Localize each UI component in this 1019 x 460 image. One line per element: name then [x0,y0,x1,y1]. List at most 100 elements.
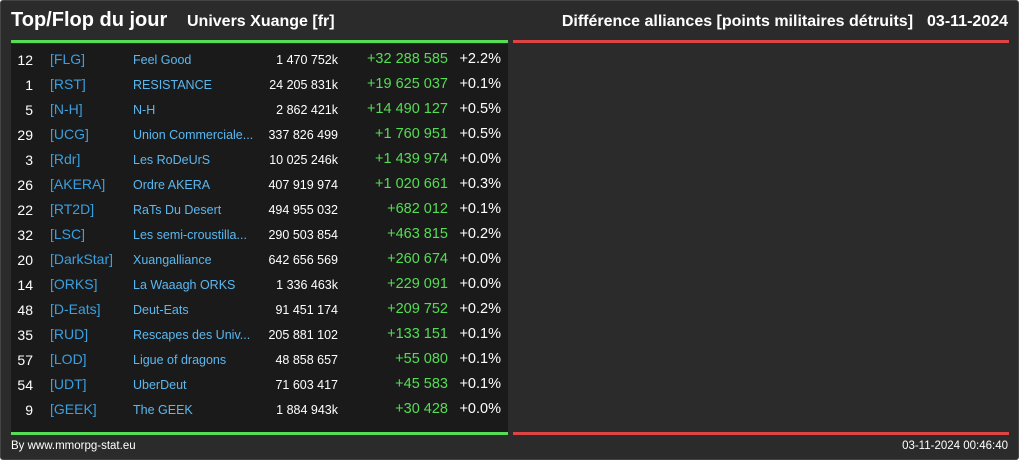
alliance-tag[interactable]: [Rdr] [50,151,81,167]
alliance-rank: 12 [17,52,33,68]
alliance-points: 71 603 417 [275,378,338,392]
alliance-rank: 35 [17,327,33,343]
points-difference: +682 012 [387,201,448,217]
points-difference: +55 080 [395,351,448,367]
source-link[interactable]: By www.mmorpg-stat.eu [11,440,136,452]
alliance-tag[interactable]: [DarkStar] [50,251,114,267]
percent-change: +0.1% [459,376,501,392]
alliance-points: 24 205 831k [269,78,338,92]
alliance-tag[interactable]: [GEEK] [50,401,97,417]
alliance-tag[interactable]: [AKERA] [50,176,106,192]
alliance-name[interactable]: Xuangalliance [133,253,212,267]
alliance-name[interactable]: Deut-Eats [133,303,189,317]
alliance-name[interactable]: N-H [133,103,156,117]
alliance-name[interactable]: RESISTANCE [133,78,212,92]
percent-change: +0.1% [459,201,501,217]
alliance-points: 290 503 854 [268,228,338,242]
points-difference: +30 428 [395,401,448,417]
alliance-name[interactable]: Ordre AKERA [133,178,211,192]
alliance-rank: 26 [17,177,33,193]
alliance-tag[interactable]: [FLG] [50,51,86,67]
table-row: 57 [LOD] Ligue of dragons 48 858 657 +55 080… [11,348,508,373]
alliance-rank: 54 [17,377,33,393]
percent-change: +0.0% [459,401,501,417]
page-title: Top/Flop du jour [11,9,168,31]
alliance-rank: 5 [25,102,33,118]
percent-change: +0.0% [459,276,501,292]
alliance-name[interactable]: UberDeut [133,378,187,392]
percent-change: +0.5% [459,126,501,142]
percent-change: +0.1% [459,76,501,92]
alliance-name[interactable]: Rescapes des Univ... [133,328,251,342]
alliance-tag[interactable]: [LSC] [50,226,86,242]
points-difference: +260 674 [387,251,448,267]
alliance-points: 1 336 463k [276,278,338,292]
alliance-points: 10 025 246k [269,153,338,167]
alliance-points: 1 884 943k [276,403,338,417]
alliance-name[interactable]: Ligue of dragons [133,353,227,367]
alliance-points: 337 826 499 [268,128,338,142]
top-panel-bottom-bar [11,432,508,435]
alliance-tag[interactable]: [RST] [50,76,86,92]
alliance-points: 407 919 974 [268,178,338,192]
alliance-name[interactable]: Feel Good [133,53,192,67]
points-difference: +45 583 [395,376,448,392]
alliance-name[interactable]: Union Commerciale... [133,128,254,142]
table-row: 5 [N-H] N-H 2 862 421k +14 490 127 +0.5% [11,98,508,123]
points-difference: +133 151 [387,326,448,342]
table-row: 35 [RUD] Rescapes des Univ... 205 881 102 +1… [11,323,508,348]
table-row: 29 [UCG] Union Commerciale... 337 826 499 +1… [11,123,508,148]
table-row: 1 [RST] RESISTANCE 24 205 831k +19 625 037 +0… [11,73,508,98]
table-row: 54 [UDT] UberDeut 71 603 417 +45 583 +0.1% [11,373,508,398]
percent-change: +2.2% [459,51,501,67]
table-row: 48 [D-Eats] Deut-Eats 91 451 174 +209 752 +0.… [11,298,508,323]
points-difference: +1 020 661 [375,176,448,192]
alliance-name[interactable]: The GEEK [133,403,193,417]
alliance-name[interactable]: RaTs Du Desert [133,203,222,217]
ranking-label: Différence alliances [points militaires … [561,13,914,30]
alliance-points: 91 451 174 [275,303,338,317]
points-difference: +32 288 585 [366,51,448,67]
alliance-rank: 32 [17,227,33,243]
flop-panel [513,44,1009,432]
percent-change: +0.0% [459,151,501,167]
percent-change: +0.2% [459,301,501,317]
points-difference: +19 625 037 [366,76,448,92]
table-row: 3 [Rdr] Les RoDeUrS 10 025 246k +1 439 974 +0… [11,148,508,173]
alliance-points: 642 656 569 [268,253,338,267]
alliance-tag[interactable]: [N-H] [50,101,83,117]
alliance-tag[interactable]: [RT2D] [50,201,95,217]
alliance-tag[interactable]: [ORKS] [50,276,98,292]
alliance-tag[interactable]: [UCG] [50,126,89,142]
header-date: 03-11-2024 [927,13,1008,30]
flop-panel-top-bar [513,40,1009,43]
table-row: 14 [ORKS] La Waaagh ORKS 1 336 463k +229 091… [11,273,508,298]
alliance-tag[interactable]: [LOD] [50,351,87,367]
table-row: 9 [GEEK] The GEEK 1 884 943k +30 428 +0.0% [11,398,508,423]
alliance-tag[interactable]: [UDT] [50,376,87,392]
universe-label: Univers Xuange [fr] [187,13,335,30]
table-row: 32 [LSC] Les semi-croustilla... 290 503 854… [11,223,508,248]
alliance-name[interactable]: La Waaagh ORKS [133,278,236,292]
alliance-rank: 3 [25,152,33,168]
percent-change: +0.0% [459,251,501,267]
top-gainers-panel: 12 [FLG] Feel Good 1 470 752k +32 288 585 +2.… [11,44,508,432]
alliance-rank: 9 [25,402,33,418]
percent-change: +0.1% [459,326,501,342]
points-difference: +1 439 974 [375,151,448,167]
alliance-rank: 1 [25,77,33,93]
alliance-name[interactable]: Les semi-croustilla... [133,228,247,242]
top-panel-top-bar [11,40,508,43]
ranking-header: Différence alliances [points militaires … [562,13,1008,31]
alliance-name[interactable]: Les RoDeUrS [133,153,211,167]
alliance-tag[interactable]: [RUD] [50,326,89,342]
alliance-points: 1 470 752k [276,53,338,67]
alliance-points: 494 955 032 [268,203,338,217]
alliance-rank: 14 [17,277,33,293]
alliance-tag[interactable]: [D-Eats] [50,301,101,317]
percent-change: +0.2% [459,226,501,242]
alliance-points: 205 881 102 [268,328,338,342]
alliance-rank: 57 [17,352,33,368]
points-difference: +14 490 127 [366,101,448,117]
